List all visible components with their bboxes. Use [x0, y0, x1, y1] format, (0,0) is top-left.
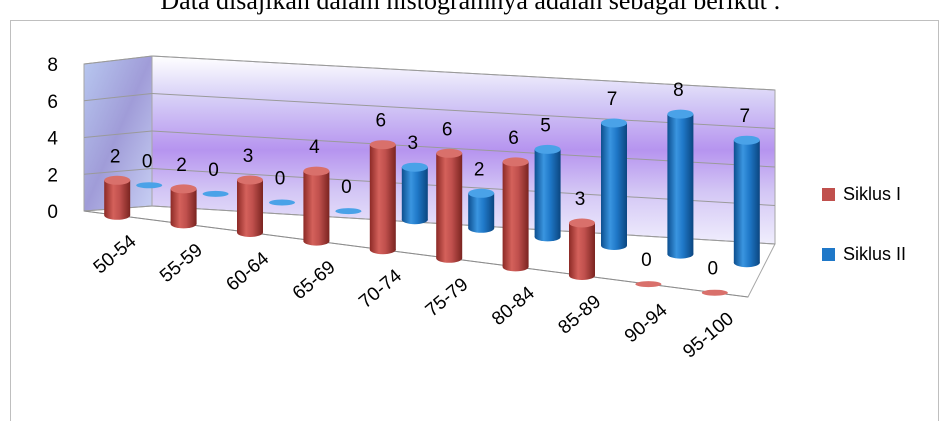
bar [237, 180, 263, 233]
x-tick-label: 50-54 [90, 231, 141, 279]
legend-label: Siklus II [843, 243, 907, 264]
bar-base [170, 219, 197, 229]
bar-top [569, 218, 595, 228]
gridline [83, 168, 153, 175]
bar-base [468, 223, 495, 233]
bar-top [502, 157, 529, 167]
bar-top [401, 162, 428, 172]
x-tick-label: 85-89 [554, 291, 605, 338]
data-label: 6 [376, 111, 387, 132]
bar [401, 167, 428, 220]
data-label: 2 [176, 155, 187, 176]
data-label: 0 [275, 169, 286, 190]
y-tick-label: 0 [47, 202, 58, 223]
bar-top [468, 188, 495, 198]
bar-base [237, 228, 263, 237]
y-tick-label: 2 [47, 165, 58, 186]
bar [369, 144, 396, 250]
bar-base [369, 245, 396, 255]
x-tick-label: 70-74 [355, 265, 406, 313]
bar-top [170, 184, 197, 194]
x-tick-label: 55-59 [156, 240, 207, 287]
bar-top [269, 199, 295, 206]
bar-top [369, 140, 396, 150]
bar-top [601, 118, 627, 128]
y-tick-label: 6 [47, 92, 58, 113]
bar [436, 153, 463, 259]
bar-top [667, 109, 694, 119]
data-label: 5 [540, 115, 551, 136]
bar-top [303, 166, 330, 176]
bar-top [436, 148, 463, 158]
bar-base [534, 232, 561, 242]
bar-top [202, 190, 229, 197]
data-label: 6 [508, 128, 519, 149]
bar-top [534, 144, 561, 154]
legend-swatch [822, 247, 835, 261]
x-tick-label: 65-69 [289, 257, 340, 304]
legend: Siklus I Siklus II [822, 182, 906, 302]
legend-item-siklus-1: Siklus I [822, 182, 906, 206]
data-label: 4 [309, 137, 320, 158]
data-label: 8 [673, 80, 684, 101]
bar-top [237, 175, 263, 185]
x-tick-label: 80-84 [488, 282, 539, 330]
y-tick-label: 8 [47, 55, 58, 76]
data-label: 2 [110, 146, 121, 167]
data-label: 3 [243, 146, 254, 167]
legend-swatch [822, 187, 835, 201]
data-label: 6 [442, 119, 453, 140]
bar-top [733, 135, 760, 145]
bar-top [635, 281, 662, 288]
y-axis: 0 2 4 6 8 [47, 55, 58, 223]
bar-top [701, 289, 728, 296]
gridline [151, 55, 776, 91]
bar [667, 114, 694, 255]
data-label: 3 [575, 189, 586, 210]
data-label: 0 [208, 160, 219, 181]
bar-base [401, 215, 428, 225]
bar [502, 161, 529, 267]
data-label: 3 [408, 133, 419, 154]
bar [601, 123, 627, 246]
bar-base [502, 262, 529, 272]
x-tick-label: 95-100 [679, 308, 738, 362]
bar-top [335, 208, 362, 215]
bar-base [436, 253, 463, 263]
bar-top [136, 182, 163, 189]
y-tick-label: 4 [47, 129, 58, 150]
bar-base [569, 271, 595, 280]
data-label: 0 [641, 250, 652, 271]
bar [170, 188, 197, 224]
data-label: 2 [474, 159, 485, 180]
bar [569, 223, 595, 276]
bar-base [667, 249, 694, 259]
bar-base [303, 236, 330, 246]
gridline [83, 93, 153, 102]
bar [733, 140, 760, 263]
bar [468, 193, 495, 229]
bar-base [733, 258, 760, 268]
bar [104, 180, 131, 216]
bar-base [104, 210, 131, 220]
gridline [83, 130, 153, 138]
caption: Data disajikan dalam histogramnya adalah… [160, 0, 781, 15]
legend-label: Siklus I [843, 183, 902, 204]
legend-item-siklus-2: Siklus II [822, 242, 906, 266]
bar [303, 171, 330, 242]
data-label: 0 [341, 177, 352, 198]
bar-top [104, 175, 131, 185]
data-label: 7 [607, 89, 618, 110]
x-tick-label: 90-94 [621, 300, 672, 348]
gridline [83, 55, 153, 65]
x-tick-label: 75-79 [422, 274, 473, 321]
bar [534, 149, 561, 237]
bar-base [601, 241, 627, 250]
data-label: 0 [142, 151, 153, 172]
data-label: 0 [708, 259, 719, 280]
data-label: 7 [740, 106, 751, 127]
x-tick-label: 60-64 [222, 248, 273, 296]
